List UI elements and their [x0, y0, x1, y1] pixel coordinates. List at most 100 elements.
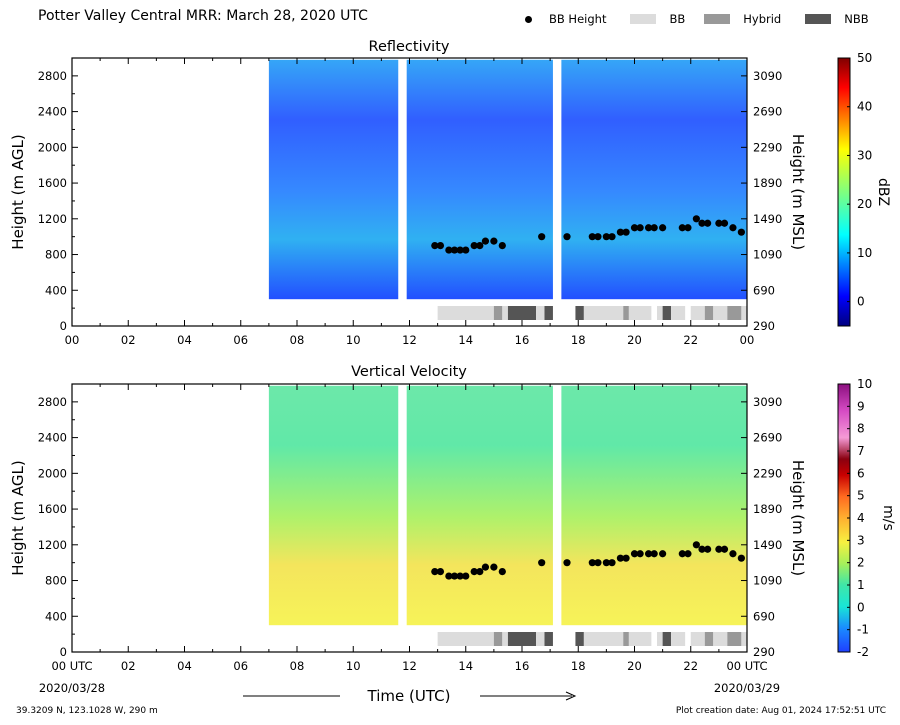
- reflectivity-colorbar-label: dBZ: [875, 178, 891, 206]
- x-tick-label: 14: [458, 333, 473, 347]
- bb-class-segment: [704, 632, 714, 646]
- bb-class-segment: [544, 306, 553, 320]
- bb-height-point: [481, 237, 490, 245]
- bb-class-segment: [544, 632, 553, 646]
- y2-tick-label: 2290: [753, 466, 782, 480]
- y-tick-label: 0: [60, 319, 67, 333]
- bb-class-segment: [713, 306, 728, 320]
- bb-height-point: [588, 233, 596, 241]
- y2-tick-label: 2690: [753, 431, 782, 445]
- bb-class-segment: [502, 306, 508, 320]
- legend: BB Height BB Hybrid NBB: [520, 10, 869, 28]
- bb-height-point: [563, 233, 571, 241]
- velocity-x-ticks: 00 UTC 02 04 06 08 10 12 14 16 18 20 22 00 UTC: [51, 384, 768, 673]
- bb-height-point: [704, 545, 712, 553]
- y-tick-label: 400: [45, 283, 67, 297]
- bb-class-segment: [507, 632, 537, 646]
- bb-class-segment: [671, 632, 686, 646]
- bb-height-point: [470, 242, 478, 250]
- reflectivity-colorbar-ticks: 0 10 20 30 40 50: [847, 51, 872, 309]
- legend-item-hybrid: Hybrid: [704, 12, 805, 26]
- x-tick-label: 00: [740, 333, 755, 347]
- velocity-colorbar-label: m/s: [880, 505, 896, 531]
- bb-class-segment: [575, 306, 584, 320]
- bb-class-segment: [704, 306, 714, 320]
- colorbar-tick-label: 5: [857, 489, 865, 503]
- bb-height-point: [650, 224, 658, 232]
- x-tick-label: 08: [290, 333, 305, 347]
- colorbar-tick-label: 20: [857, 197, 872, 211]
- reflectivity-echo-layer: [268, 59, 747, 300]
- x-tick-label: 08: [290, 659, 305, 673]
- bb-height-point: [659, 550, 667, 558]
- bb-height-point: [450, 246, 459, 254]
- bb-height-point: [594, 559, 602, 567]
- reflectivity-x-ticks: 00 02 04 06 08 10 12 14 16 18 20 22 00: [65, 58, 755, 347]
- bb-height-point: [630, 224, 639, 232]
- bb-height-point: [481, 563, 490, 571]
- bb-height-points-top: [431, 215, 745, 254]
- y2-tick-label: 290: [753, 645, 775, 659]
- y2-tick-label: 1890: [753, 502, 782, 516]
- legend-label-nbb: NBB: [844, 12, 869, 26]
- bb-height-point: [698, 545, 706, 553]
- bb-class-segment: [575, 632, 584, 646]
- colorbar-tick-label: 3: [857, 533, 865, 547]
- x-tick-label: 18: [571, 659, 586, 673]
- x-tick-label: 20: [627, 333, 642, 347]
- legend-label-bb: BB: [669, 12, 686, 26]
- velocity-panel: Vertical Velocity 00 UTC 02 04 06 08 10 12 14 16…: [9, 364, 896, 705]
- bb-height-point: [431, 242, 439, 250]
- colorbar-tick-label: 4: [857, 511, 865, 525]
- bb-height-point: [737, 228, 745, 236]
- reflectivity-colorbar: 0 10 20 30 40 50 dBZ: [837, 51, 891, 327]
- bb-height-point: [729, 224, 737, 232]
- bb-height-point: [436, 568, 445, 576]
- y-tick-label: 0: [60, 645, 67, 659]
- bb-class-segment: [437, 306, 494, 320]
- y-tick-label: 2000: [38, 140, 67, 154]
- echo-band: [268, 385, 399, 626]
- bb-class-segment: [493, 306, 503, 320]
- bb-class-segment: [628, 306, 652, 320]
- bb-height-point: [622, 228, 630, 236]
- station-location: 39.3209 N, 123.1028 W, 290 m: [16, 706, 158, 716]
- colorbar-tick-label: 7: [857, 444, 865, 458]
- y2-tick-label: 2290: [753, 140, 782, 154]
- velocity-y-ticks: 0 400 800 1200 1600 2000 2400 2800: [38, 395, 78, 659]
- bb-class-segment: [623, 632, 629, 646]
- y2-tick-label: 290: [753, 319, 775, 333]
- bb-height-point: [445, 246, 453, 254]
- bb-class-segment: [657, 306, 663, 320]
- x-tick-label: 04: [177, 659, 192, 673]
- y2-tick-label: 1090: [753, 248, 782, 262]
- bb-height-point: [729, 550, 737, 558]
- bb-class-strip-top: [437, 306, 747, 320]
- x-tick-label: 22: [683, 659, 698, 673]
- bb-class-segment: [690, 632, 705, 646]
- reflectivity-title: Reflectivity: [369, 39, 450, 55]
- y2-tick-label: 3090: [753, 69, 782, 83]
- bb-class-segment: [536, 306, 545, 320]
- bb-height-point: [594, 233, 602, 241]
- legend-item-bb-height: BB Height: [520, 12, 630, 26]
- bb-height-point: [462, 246, 470, 254]
- y2-tick-label: 1890: [753, 176, 782, 190]
- x-tick-label: 02: [121, 659, 136, 673]
- bb-class-segment: [713, 632, 728, 646]
- y2-tick-label: 1490: [753, 212, 782, 226]
- x-tick-label: 18: [571, 333, 586, 347]
- x-tick-label: 00 UTC: [51, 659, 92, 673]
- bb-height-point: [684, 550, 692, 558]
- x-tick-label: 16: [515, 659, 530, 673]
- bb-height-point: [538, 233, 546, 241]
- bb-height-point: [616, 228, 625, 236]
- velocity-colorbar: -2 -1 0 1 2 3 4 5 6 7 8 9 10 m/s: [837, 377, 896, 659]
- time-arrow-head-icon: [565, 691, 577, 701]
- bb-height-point: [720, 219, 729, 227]
- colorbar-tick-label: 1: [857, 578, 865, 592]
- bb-height-point: [630, 550, 639, 558]
- colorbar-tick-label: 30: [857, 148, 872, 162]
- bb-height-point: [692, 215, 700, 223]
